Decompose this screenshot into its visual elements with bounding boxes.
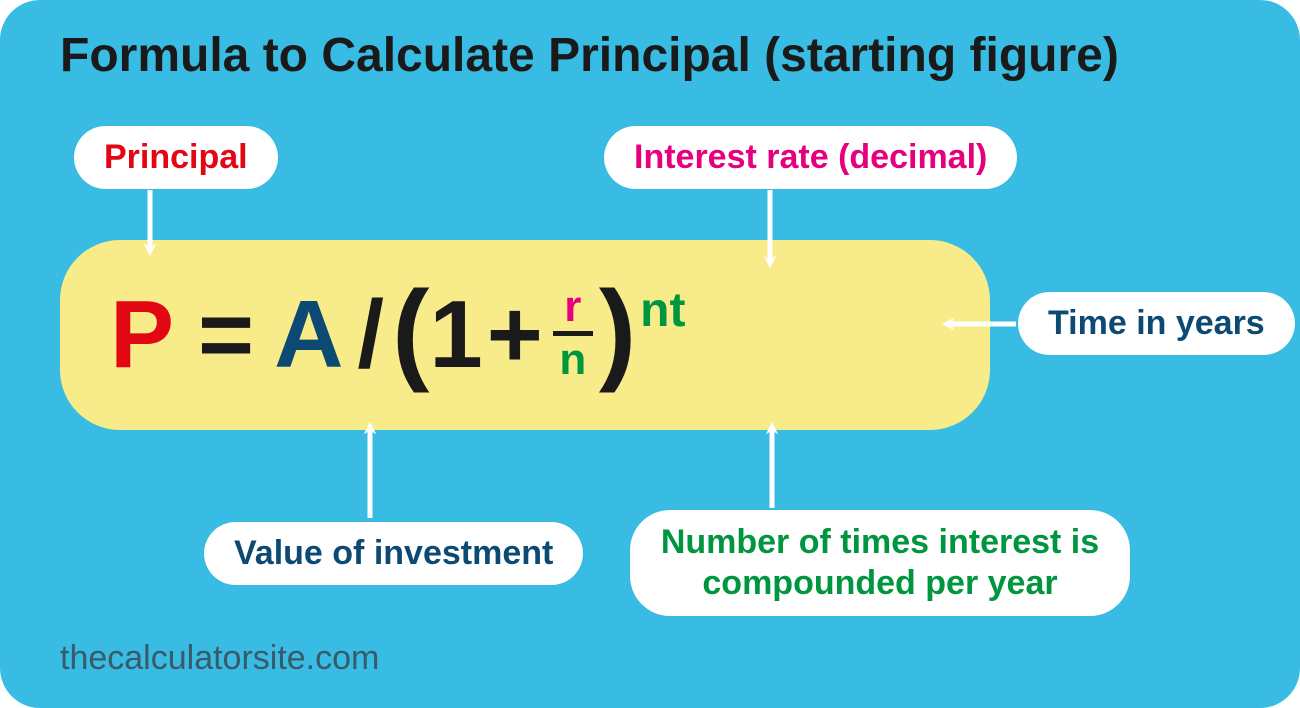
symbol-exponent-nt: nt (640, 287, 685, 335)
symbol-r: r (564, 285, 581, 331)
formula-expression: P = A / ( 1 + r n ) nt (110, 279, 681, 391)
symbol-one: 1 (429, 287, 482, 383)
callout-time: Time in years (1018, 292, 1295, 355)
symbol-P: P (110, 287, 174, 383)
attribution-text: thecalculatorsite.com (60, 639, 379, 678)
callout-interest-rate-label: Interest rate (decimal) (634, 138, 987, 176)
callout-time-label: Time in years (1048, 304, 1265, 342)
callout-principal-label: Principal (104, 138, 248, 176)
callout-interest-rate: Interest rate (decimal) (604, 126, 1017, 189)
symbol-equals: = (198, 287, 254, 383)
symbol-plus: + (487, 287, 543, 383)
callout-principal: Principal (74, 126, 278, 189)
callout-compounds-label: Number of times interest is compounded p… (661, 523, 1099, 602)
infographic-canvas: Formula to Calculate Principal (starting… (0, 0, 1300, 708)
symbol-paren-open: ( (392, 275, 429, 387)
callout-value: Value of investment (204, 522, 583, 585)
callout-value-label: Value of investment (234, 534, 553, 572)
symbol-n: n (559, 336, 586, 382)
symbol-slash: / (357, 287, 384, 383)
fraction-r-over-n: r n (553, 285, 593, 382)
page-title: Formula to Calculate Principal (starting… (60, 28, 1119, 83)
callout-compounds: Number of times interest is compounded p… (630, 510, 1130, 616)
symbol-paren-close: ) (599, 275, 636, 387)
symbol-A: A (274, 287, 343, 383)
formula-container: P = A / ( 1 + r n ) nt (60, 240, 990, 430)
